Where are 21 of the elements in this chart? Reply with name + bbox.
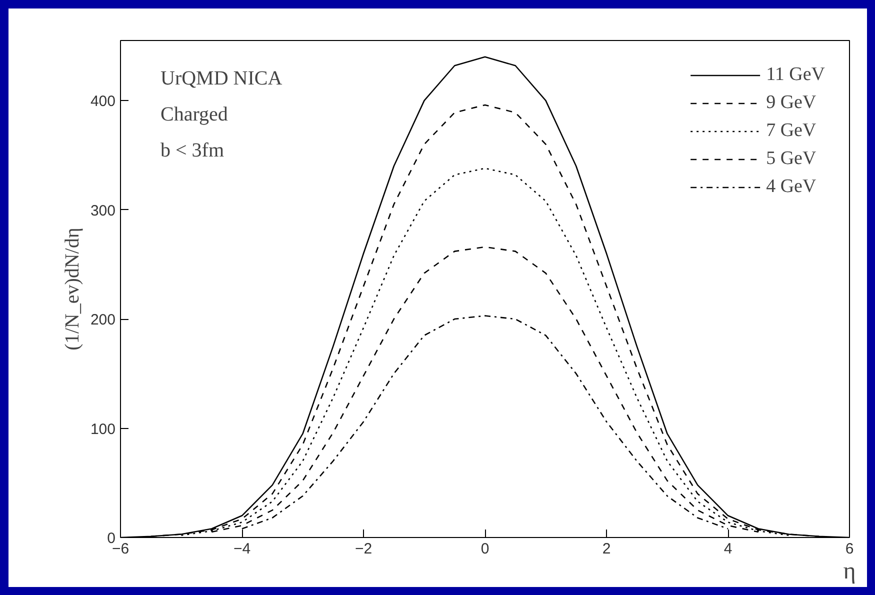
legend-label: 9 GeV xyxy=(766,92,816,114)
x-axis-title: η xyxy=(843,558,856,584)
legend-label: 5 GeV xyxy=(766,148,816,170)
annotation: UrQMD NICA xyxy=(160,68,283,90)
x-tick-label: −2 xyxy=(354,540,372,558)
x-tick-label: 4 xyxy=(724,540,732,558)
x-tick-label: 2 xyxy=(602,540,611,558)
legend-label: 7 GeV xyxy=(766,120,816,142)
y-tick-label: 100 xyxy=(90,420,116,438)
legend-label: 11 GeV xyxy=(766,64,825,86)
annotation: b < 3fm xyxy=(160,140,224,162)
legend-label: 4 GeV xyxy=(766,176,816,198)
x-tick-label: 6 xyxy=(845,540,854,558)
y-tick-label: 0 xyxy=(107,530,116,547)
x-tick-label: 0 xyxy=(480,540,490,558)
y-tick-label: 300 xyxy=(90,202,116,220)
y-tick-label: 200 xyxy=(90,312,116,329)
y-tick-label: 400 xyxy=(90,93,116,110)
annotation: Charged xyxy=(160,104,228,126)
x-tick-label: −4 xyxy=(233,540,251,558)
y-axis-title: (1/N_ev)dN/dη xyxy=(61,228,84,350)
